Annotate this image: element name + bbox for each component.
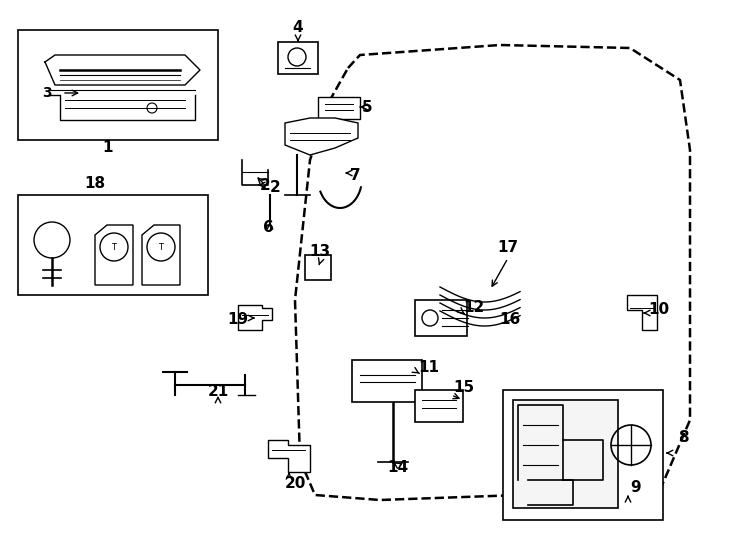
Text: 9: 9 xyxy=(631,480,642,495)
Bar xyxy=(503,390,663,520)
Bar xyxy=(18,30,218,140)
Polygon shape xyxy=(285,118,358,155)
Text: 16: 16 xyxy=(499,313,520,327)
Polygon shape xyxy=(238,305,272,330)
Text: 17: 17 xyxy=(498,240,518,255)
Text: 10: 10 xyxy=(648,302,669,318)
Text: 1: 1 xyxy=(103,140,113,156)
Text: 12: 12 xyxy=(463,300,484,315)
Text: 8: 8 xyxy=(677,430,688,445)
Bar xyxy=(305,255,331,280)
Bar xyxy=(415,390,463,422)
Text: 3: 3 xyxy=(42,86,52,100)
Text: 11: 11 xyxy=(418,361,439,375)
Text: 19: 19 xyxy=(227,313,248,327)
Text: 18: 18 xyxy=(84,176,106,191)
Polygon shape xyxy=(142,225,180,285)
Bar xyxy=(415,300,467,336)
Bar xyxy=(352,360,422,402)
Text: 13: 13 xyxy=(310,245,330,260)
Text: 20: 20 xyxy=(284,476,305,490)
Polygon shape xyxy=(627,295,657,330)
Text: 15: 15 xyxy=(453,381,474,395)
Bar xyxy=(513,400,618,508)
Bar xyxy=(18,195,208,295)
Text: T: T xyxy=(159,242,164,252)
Bar xyxy=(318,97,360,119)
Text: 5: 5 xyxy=(362,99,372,114)
Text: 7: 7 xyxy=(349,167,360,183)
Text: 4: 4 xyxy=(293,21,303,36)
Text: 21: 21 xyxy=(208,384,228,400)
Polygon shape xyxy=(95,225,133,285)
Text: 6: 6 xyxy=(263,220,273,235)
Text: 2: 2 xyxy=(269,180,280,195)
Text: T: T xyxy=(112,242,117,252)
Bar xyxy=(278,42,318,74)
Text: 2: 2 xyxy=(260,178,270,192)
Polygon shape xyxy=(268,440,310,472)
Text: 14: 14 xyxy=(388,461,409,476)
